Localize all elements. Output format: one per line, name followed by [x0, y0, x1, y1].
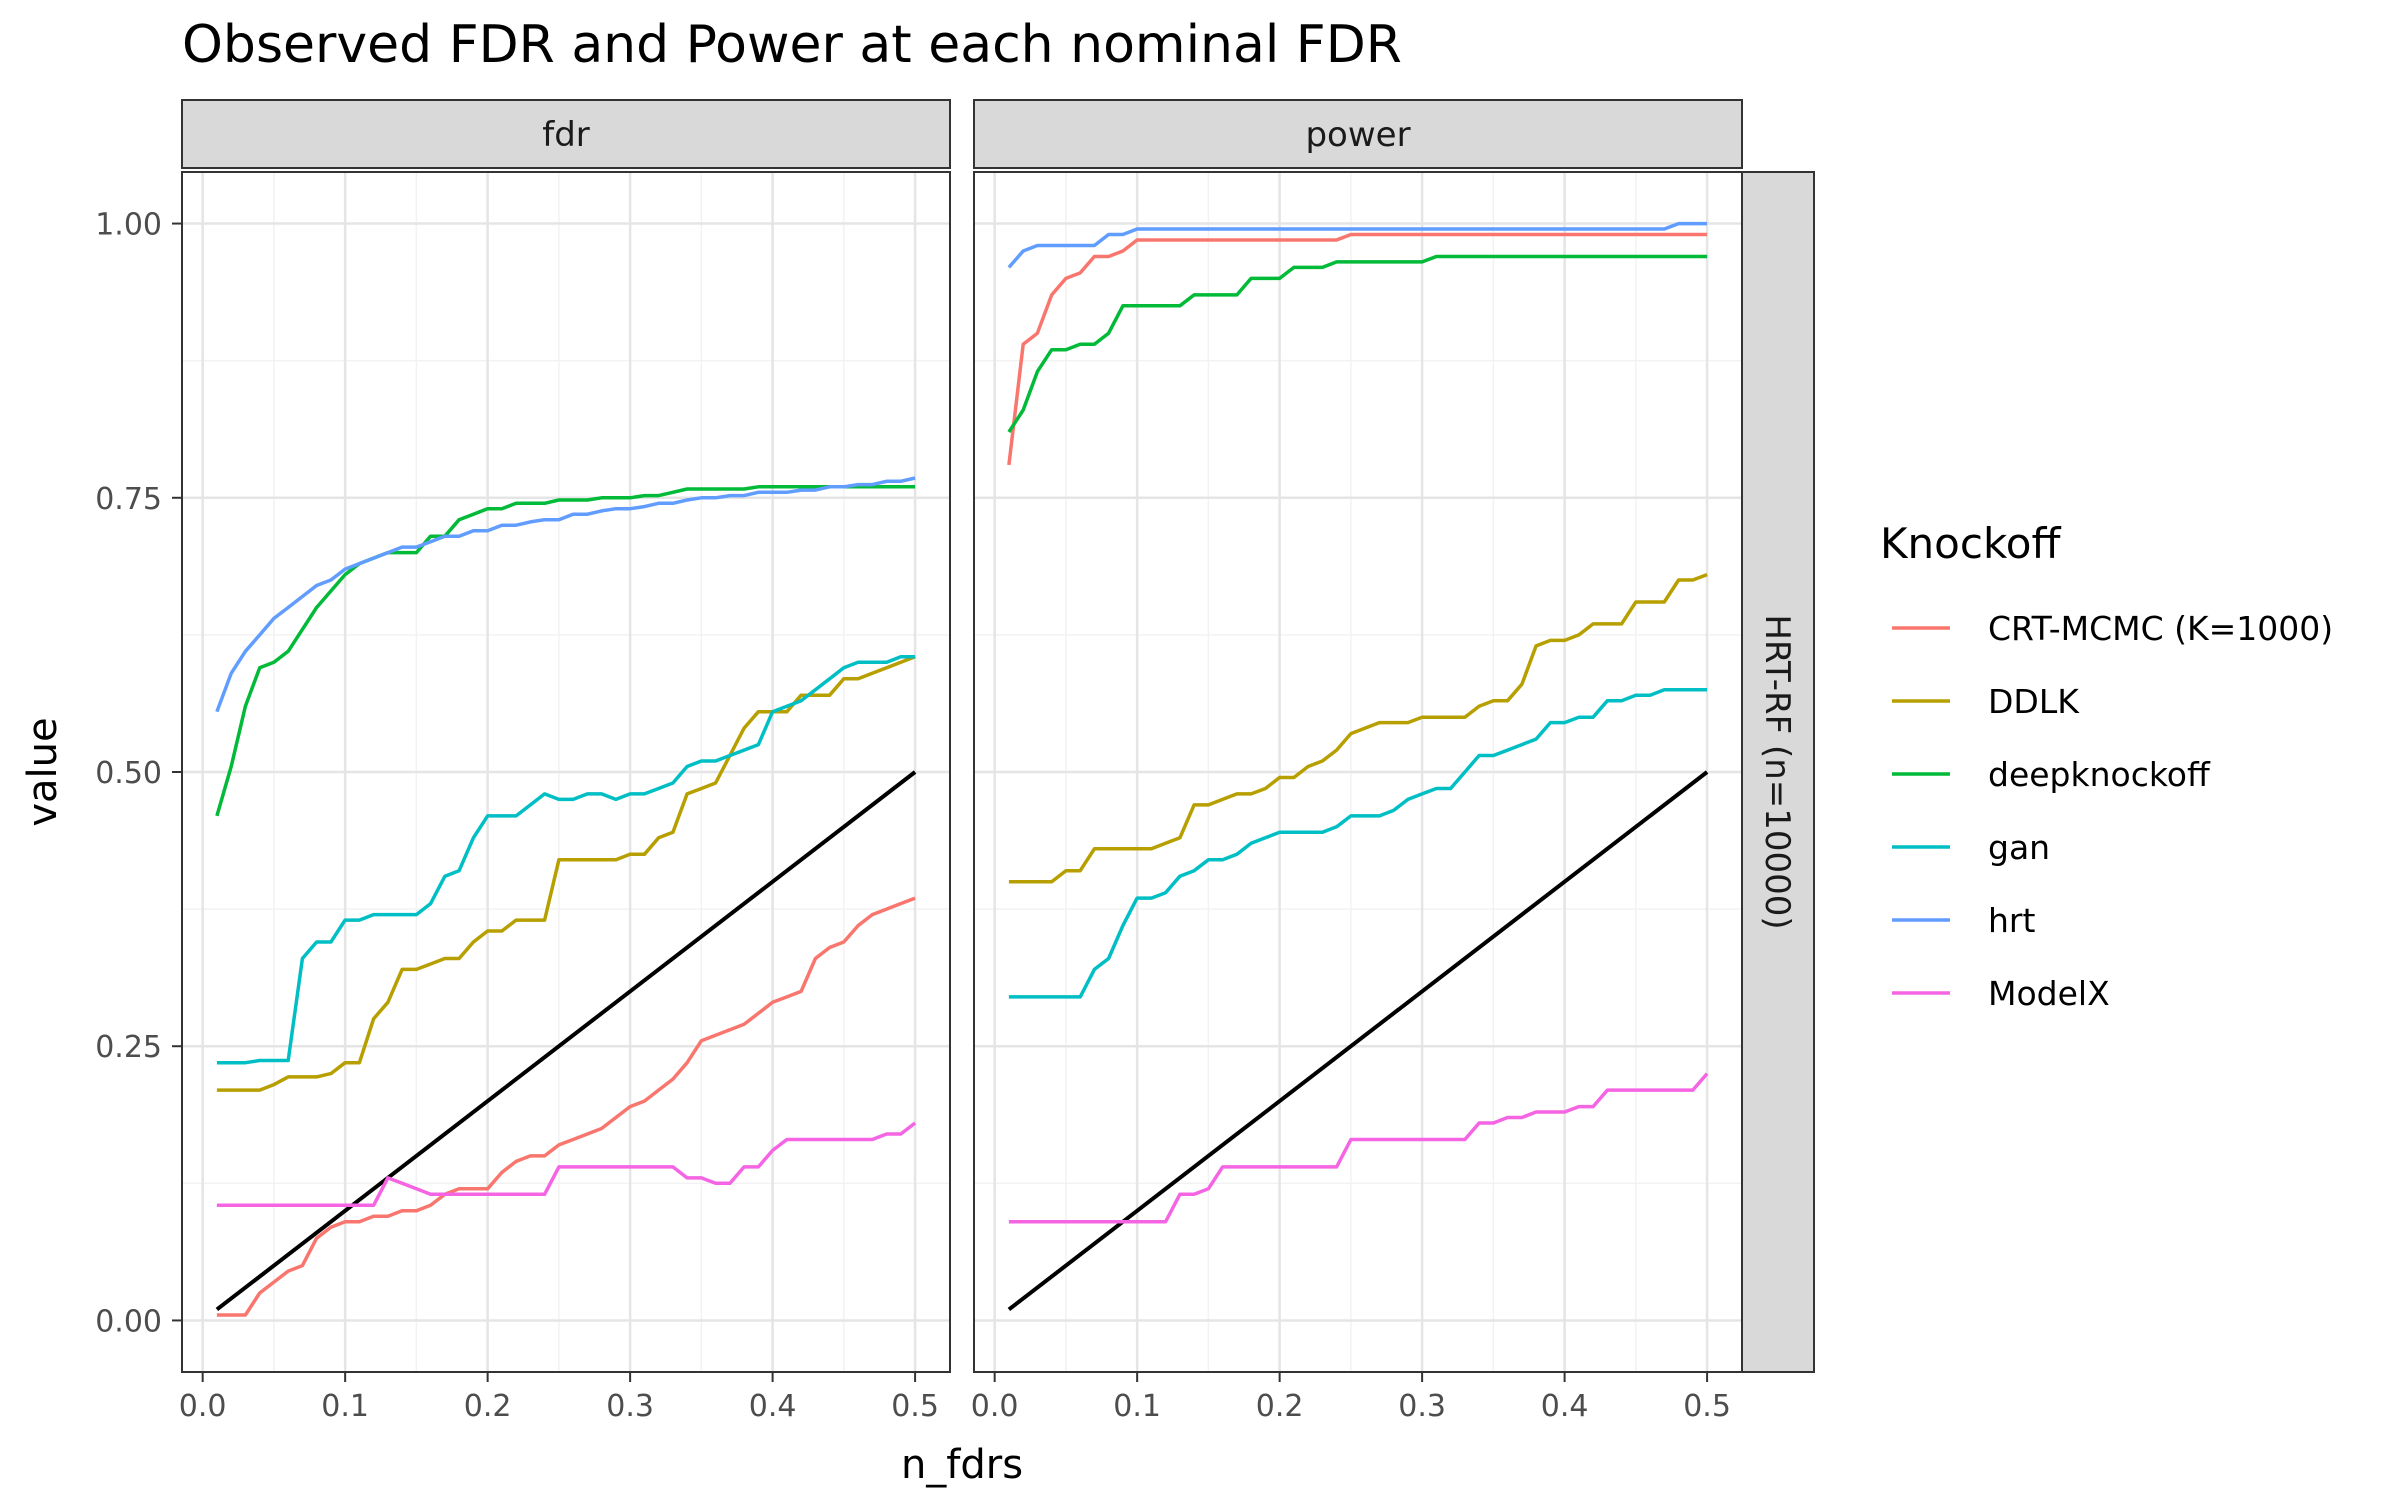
- y-tick-label: 0.25: [95, 1030, 162, 1065]
- x-axis-ticks: 0.0 0.1 0.2 0.3 0.4 0.5 0.0 0.1 0.2 0.3 0.4 0.5: [179, 1372, 1731, 1424]
- strip-fdr: [181, 99, 951, 169]
- x-tick-label: 0.2: [464, 1389, 512, 1424]
- x-tick-label: 0.1: [1113, 1389, 1161, 1424]
- series-line-modelx: [216, 1121, 917, 1208]
- series-line-crt-mcmc-k-1000: [216, 896, 916, 1317]
- series-line-ddlk: [1008, 572, 1708, 884]
- reference-line: [215, 770, 917, 1312]
- strip-power: [973, 99, 1743, 169]
- legend-title: Knockoff: [1880, 519, 2061, 568]
- y-tick-label: 0.75: [95, 482, 162, 517]
- x-tick-label: 0.0: [971, 1389, 1019, 1424]
- x-tick-label: 0.4: [749, 1389, 797, 1424]
- panel-border: [973, 171, 1743, 1373]
- y-tick-label: 1.00: [95, 208, 162, 243]
- x-tick-label: 0.3: [606, 1389, 654, 1424]
- y-tick-label: 0.00: [95, 1304, 162, 1339]
- x-tick-label: 0.2: [1256, 1389, 1304, 1424]
- x-tick-label: 0.4: [1541, 1389, 1589, 1424]
- series-line-hrt: [215, 476, 916, 713]
- x-axis-title: n_fdrs: [901, 1442, 1023, 1488]
- panel-power: [973, 171, 1743, 1373]
- y-axis-title: value: [20, 717, 66, 826]
- x-tick-label: 0.0: [179, 1389, 227, 1424]
- x-tick-label: 0.1: [321, 1389, 369, 1424]
- legend-label: DDLK: [1988, 682, 2080, 721]
- series-line-hrt: [1007, 221, 1708, 269]
- series-line-modelx: [1008, 1072, 1709, 1224]
- x-tick-label: 0.5: [891, 1389, 939, 1424]
- legend-label: ModelX: [1988, 974, 2110, 1013]
- reference-line: [1007, 770, 1709, 1312]
- legend-label: deepknockoff: [1988, 755, 2211, 794]
- strip-power-label: power: [1305, 115, 1410, 155]
- series-line-gan: [216, 655, 916, 1065]
- chart-title: Observed FDR and Power at each nominal F…: [182, 15, 1402, 75]
- series-line-crt-mcmc-k-1000: [1007, 232, 1708, 466]
- legend-label: gan: [1988, 828, 2050, 867]
- panel-fdr: [181, 171, 951, 1373]
- series-line-deepknockoff: [215, 485, 916, 817]
- series-line-ddlk: [216, 655, 916, 1092]
- legend-label: CRT-MCMC (K=1000): [1988, 609, 2333, 648]
- series-line-gan: [1008, 687, 1708, 999]
- strip-row: [1741, 171, 1815, 1373]
- y-axis-ticks: 0.00 0.25 0.50 0.75 1.00: [95, 208, 182, 1339]
- legend: Knockoff CRT-MCMC (K=1000) DDLK deepknocko…: [1880, 519, 2333, 1013]
- strip-row-label: HRT-RF (n=10000): [1757, 614, 1797, 929]
- series-line-deepknockoff: [1007, 254, 1708, 433]
- y-tick-label: 0.50: [95, 756, 162, 791]
- legend-label: hrt: [1988, 901, 2035, 940]
- x-tick-label: 0.5: [1683, 1389, 1731, 1424]
- strip-fdr-label: fdr: [542, 115, 590, 155]
- x-tick-label: 0.3: [1398, 1389, 1446, 1424]
